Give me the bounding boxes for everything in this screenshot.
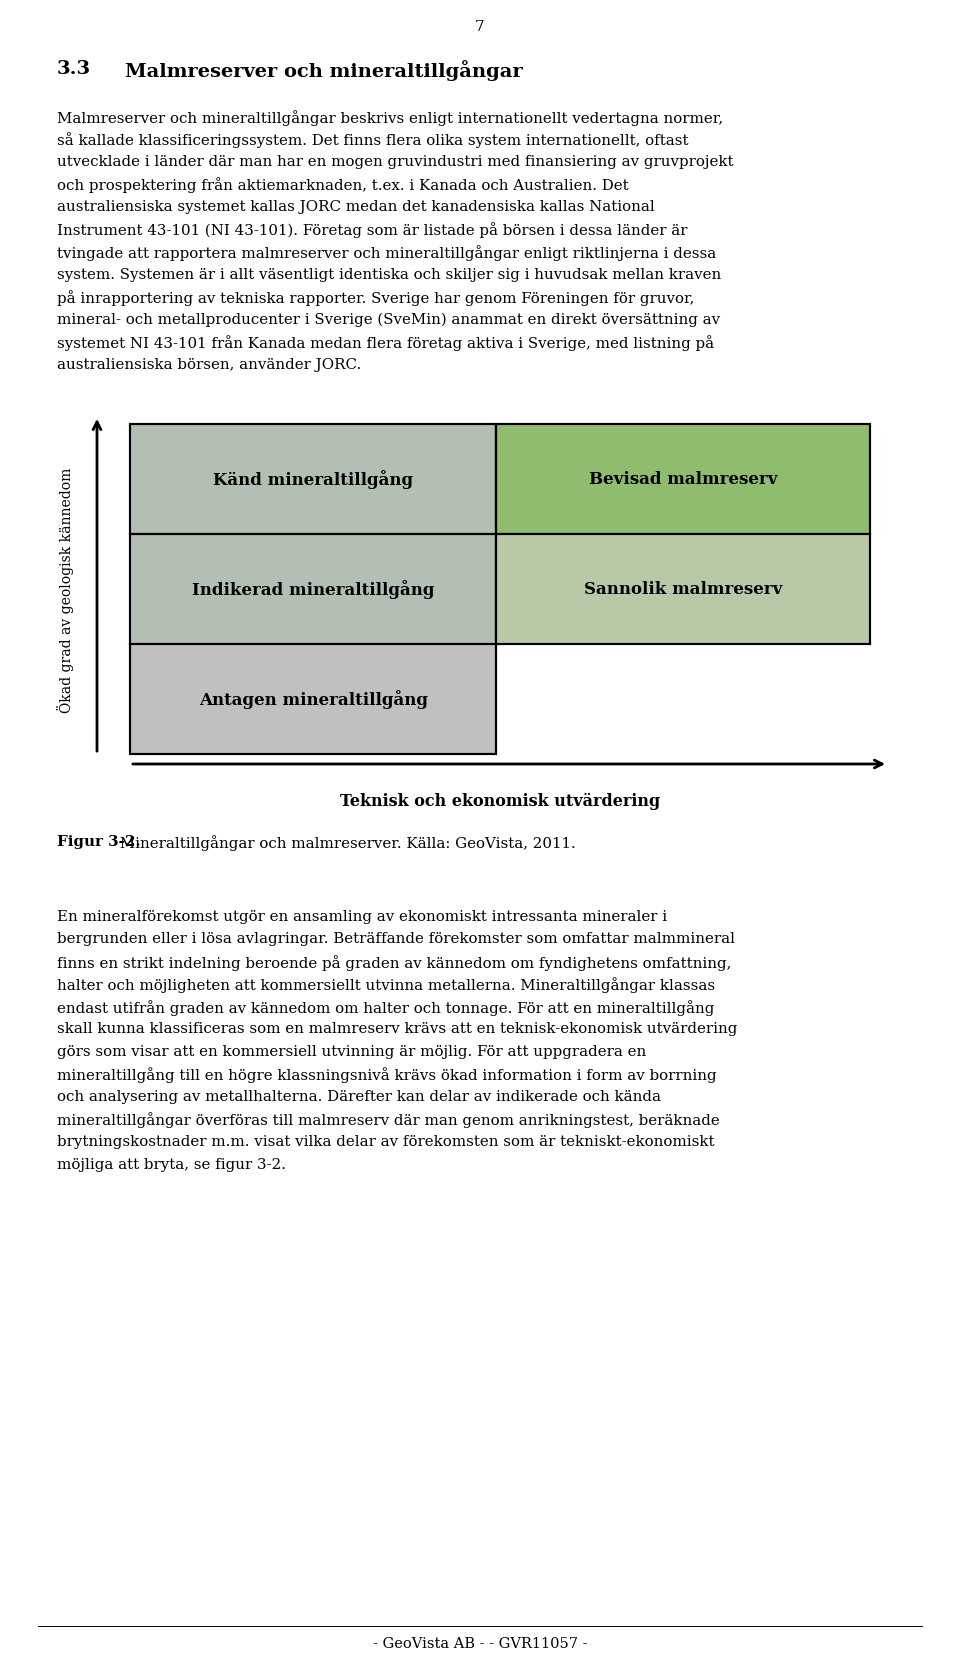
Text: Ökad grad av geologisk kännedom: Ökad grad av geologisk kännedom <box>57 468 74 712</box>
Text: på inrapportering av tekniska rapporter. Sverige har genom Föreningen för gruvor: på inrapportering av tekniska rapporter.… <box>57 290 694 306</box>
Bar <box>130 644 496 754</box>
Text: tvingade att rapportera malmreserver och mineraltillgångar enligt riktlinjerna i: tvingade att rapportera malmreserver och… <box>57 245 716 261</box>
Bar <box>496 424 870 534</box>
Text: Indikerad mineraltillgång: Indikerad mineraltillgång <box>192 581 434 599</box>
Text: - GeoVista AB - - GVR11057 -: - GeoVista AB - - GVR11057 - <box>372 1636 588 1651</box>
Text: skall kunna klassificeras som en malmreserv krävs att en teknisk-ekonomisk utvär: skall kunna klassificeras som en malmres… <box>57 1022 737 1037</box>
Text: Malmreserver och mineraltillgångar: Malmreserver och mineraltillgångar <box>125 60 523 82</box>
Text: Malmreserver och mineraltillgångar beskrivs enligt internationellt vedertagna no: Malmreserver och mineraltillgångar beskr… <box>57 110 723 126</box>
Text: Teknisk och ekonomisk utvärdering: Teknisk och ekonomisk utvärdering <box>340 792 660 810</box>
Text: Figur 3-2.: Figur 3-2. <box>57 835 140 849</box>
Text: Känd mineraltillgång: Känd mineraltillgång <box>213 471 413 489</box>
Text: mineraltillgång till en högre klassningsnivå krävs ökad information i form av bo: mineraltillgång till en högre klassnings… <box>57 1067 716 1083</box>
Bar <box>496 534 870 644</box>
Text: finns en strikt indelning beroende på graden av kännedom om fyndighetens omfattn: finns en strikt indelning beroende på gr… <box>57 955 732 970</box>
Bar <box>130 424 496 534</box>
Text: Instrument 43-101 (NI 43-101). Företag som är listade på börsen i dessa länder ä: Instrument 43-101 (NI 43-101). Företag s… <box>57 223 687 238</box>
Text: australiensiska systemet kallas JORC medan det kanadensiska kallas National: australiensiska systemet kallas JORC med… <box>57 200 655 215</box>
Text: och analysering av metallhalterna. Därefter kan delar av indikerade och kända: och analysering av metallhalterna. Däref… <box>57 1090 661 1103</box>
Text: och prospektering från aktiemarknaden, t.ex. i Kanada och Australien. Det: och prospektering från aktiemarknaden, t… <box>57 178 629 193</box>
Text: Antagen mineraltillgång: Antagen mineraltillgång <box>199 691 427 709</box>
Bar <box>130 424 496 754</box>
Text: så kallade klassificeringssystem. Det finns flera olika system internationellt, : så kallade klassificeringssystem. Det fi… <box>57 133 688 148</box>
Text: utvecklade i länder där man har en mogen gruvindustri med finansiering av gruvpr: utvecklade i länder där man har en mogen… <box>57 155 733 170</box>
Text: möjliga att bryta, se figur 3-2.: möjliga att bryta, se figur 3-2. <box>57 1156 286 1171</box>
Text: Bevisad malmreserv: Bevisad malmreserv <box>588 471 778 488</box>
Text: 3.3: 3.3 <box>57 60 91 78</box>
Text: Sannolik malmreserv: Sannolik malmreserv <box>584 581 782 597</box>
Text: system. Systemen är i allt väsentligt identiska och skiljer sig i huvudsak mella: system. Systemen är i allt väsentligt id… <box>57 268 721 281</box>
Text: 7: 7 <box>475 20 485 33</box>
Bar <box>130 534 496 644</box>
Text: görs som visar att en kommersiell utvinning är möjlig. För att uppgradera en: görs som visar att en kommersiell utvinn… <box>57 1045 646 1058</box>
Text: mineraltillgångar överföras till malmreserv där man genom anrikningstest, beräkn: mineraltillgångar överföras till malmres… <box>57 1112 720 1128</box>
Text: mineral- och metallproducenter i Sverige (SveMin) anammat en direkt översättning: mineral- och metallproducenter i Sverige… <box>57 313 720 326</box>
Text: endast utifrån graden av kännedom om halter och tonnage. För att en mineraltillg: endast utifrån graden av kännedom om hal… <box>57 1000 714 1015</box>
Text: En mineralförekomst utgör en ansamling av ekonomiskt intressanta mineraler i: En mineralförekomst utgör en ansamling a… <box>57 910 667 924</box>
Text: brytningskostnader m.m. visat vilka delar av förekomsten som är tekniskt-ekonomi: brytningskostnader m.m. visat vilka dela… <box>57 1135 714 1148</box>
Text: bergrunden eller i lösa avlagringar. Beträffande förekomster som omfattar malmmi: bergrunden eller i lösa avlagringar. Bet… <box>57 932 735 945</box>
Text: Mineraltillgångar och malmreserver. Källa: GeoVista, 2011.: Mineraltillgångar och malmreserver. Käll… <box>115 835 576 850</box>
Text: australiensiska börsen, använder JORC.: australiensiska börsen, använder JORC. <box>57 358 361 371</box>
Text: systemet NI 43-101 från Kanada medan flera företag aktiva i Sverige, med listnin: systemet NI 43-101 från Kanada medan fle… <box>57 334 714 351</box>
Bar <box>496 424 870 644</box>
Text: halter och möjligheten att kommersiellt utvinna metallerna. Mineraltillgångar kl: halter och möjligheten att kommersiellt … <box>57 977 715 993</box>
